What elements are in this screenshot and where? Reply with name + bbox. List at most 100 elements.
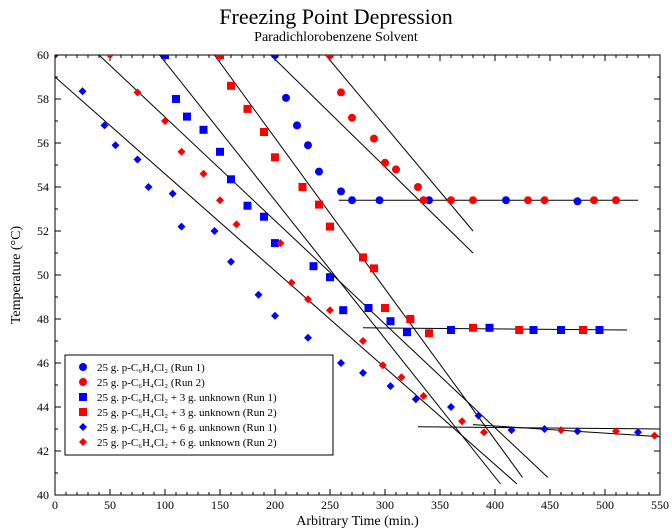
y-tick-label: 42 — [37, 444, 49, 458]
fit-line — [473, 425, 660, 437]
data-point — [315, 168, 323, 176]
x-tick-label: 250 — [321, 498, 339, 512]
fit-line — [326, 55, 473, 231]
x-tick-label: 400 — [486, 498, 504, 512]
x-tick-label: 450 — [541, 498, 559, 512]
data-point — [79, 393, 87, 401]
data-point — [282, 94, 290, 102]
data-point — [337, 359, 345, 367]
data-point — [406, 315, 414, 323]
data-point — [370, 264, 378, 272]
data-point — [524, 196, 532, 204]
data-point — [574, 197, 582, 205]
data-point — [381, 159, 389, 167]
data-point — [447, 326, 455, 334]
legend: 25 g. p-C₆H₄Cl₂ (Run 1) 25 g. p-C₆H₄Cl₂ (… — [65, 355, 333, 455]
y-tick-label: 50 — [37, 268, 49, 282]
data-point — [169, 190, 177, 198]
data-point — [541, 196, 549, 204]
chart-area: 0501001502002503003504004505005504042444… — [0, 0, 672, 530]
y-tick-label: 48 — [37, 312, 49, 326]
data-point — [288, 279, 296, 287]
data-point — [304, 141, 312, 149]
x-tick-label: 500 — [596, 498, 614, 512]
data-point — [480, 428, 488, 436]
x-tick-label: 50 — [104, 498, 116, 512]
data-point — [502, 196, 510, 204]
data-point — [244, 105, 252, 113]
data-point — [596, 326, 604, 334]
data-point — [612, 196, 620, 204]
data-point — [299, 183, 307, 191]
x-tick-label: 100 — [156, 498, 174, 512]
data-point — [227, 82, 235, 90]
data-point — [51, 51, 59, 59]
data-point — [339, 306, 347, 314]
data-point — [326, 51, 334, 59]
legend-label: 25 g. p-C₆H₄Cl₂ (Run 2) — [97, 377, 205, 389]
data-point — [216, 196, 224, 204]
data-point — [414, 183, 422, 191]
data-point — [447, 196, 455, 204]
y-tick-label: 44 — [37, 400, 49, 414]
data-point — [425, 329, 433, 337]
data-point — [326, 273, 334, 281]
data-point — [211, 227, 219, 235]
data-point — [79, 87, 87, 95]
data-point — [579, 326, 587, 334]
data-point — [348, 114, 356, 122]
data-point — [359, 369, 367, 377]
series-s2 — [326, 51, 620, 204]
data-point — [161, 117, 169, 125]
data-point — [387, 382, 395, 390]
data-point — [469, 196, 477, 204]
x-axis-label: Arbitrary Time (min.) — [296, 514, 419, 529]
data-point — [79, 408, 87, 416]
data-point — [381, 304, 389, 312]
data-point — [337, 187, 345, 195]
data-point — [387, 317, 395, 325]
x-tick-label: 0 — [52, 498, 58, 512]
data-point — [304, 334, 312, 342]
chart-subtitle: Paradichlorobenzene Solvent — [0, 30, 672, 46]
data-point — [376, 196, 384, 204]
data-point — [530, 326, 538, 334]
legend-label: 25 g. p-C₆H₄Cl₂ + 6 g. unknown (Run 1) — [97, 422, 277, 434]
data-point — [412, 395, 420, 403]
y-tick-label: 58 — [37, 92, 49, 106]
data-point — [271, 51, 279, 59]
legend-label: 25 g. p-C₆H₄Cl₂ + 3 g. unknown (Run 2) — [97, 407, 277, 419]
x-tick-label: 350 — [431, 498, 449, 512]
series-s1 — [271, 51, 582, 205]
data-point — [178, 223, 186, 231]
y-tick-label: 40 — [37, 488, 49, 502]
data-point — [244, 202, 252, 210]
y-tick-label: 56 — [37, 136, 49, 150]
fit-line — [271, 55, 473, 253]
series-s4 — [216, 51, 587, 337]
chart-title: Freezing Point Depression — [0, 4, 672, 30]
data-point — [293, 121, 301, 129]
data-point — [200, 170, 208, 178]
data-point — [255, 291, 263, 299]
data-point — [227, 175, 235, 183]
data-point — [458, 417, 466, 425]
data-point — [557, 426, 565, 434]
y-tick-label: 46 — [37, 356, 49, 370]
data-point — [651, 432, 659, 440]
legend-label: 25 g. p-C₆H₄Cl₂ + 6 g. unknown (Run 2) — [97, 437, 277, 449]
series-s3 — [161, 51, 604, 336]
y-axis-label: Temperature (°C) — [9, 226, 24, 325]
y-tick-label: 60 — [37, 48, 49, 62]
data-point — [403, 328, 411, 336]
x-tick-label: 300 — [376, 498, 394, 512]
data-point — [469, 324, 477, 332]
legend-label: 25 g. p-C₆H₄Cl₂ (Run 1) — [97, 362, 205, 374]
data-point — [260, 128, 268, 136]
data-point — [348, 196, 356, 204]
data-point — [590, 196, 598, 204]
data-point — [183, 113, 191, 121]
data-point — [326, 223, 334, 231]
data-point — [447, 403, 455, 411]
legend-label: 25 g. p-C₆H₄Cl₂ + 3 g. unknown (Run 1) — [97, 392, 277, 404]
